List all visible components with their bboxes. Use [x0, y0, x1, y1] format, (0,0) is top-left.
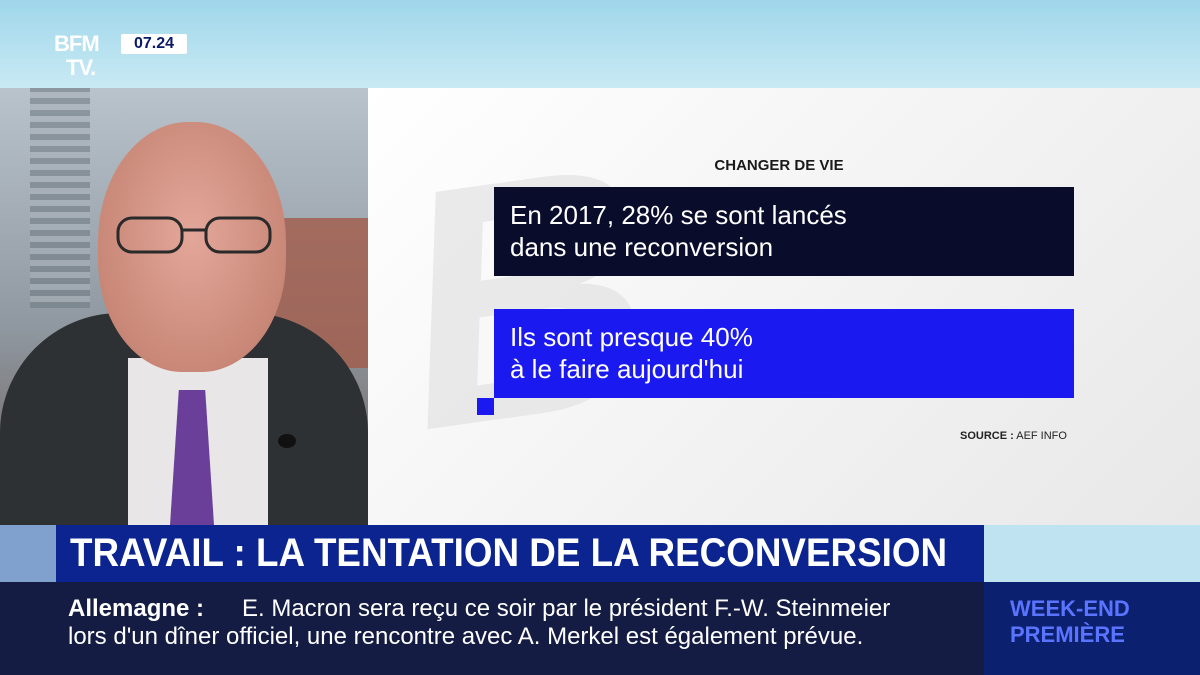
show-badge	[984, 582, 1200, 675]
stat-today-line1: Ils sont presque 40%	[510, 322, 753, 352]
logo-line2: TV.	[66, 55, 96, 80]
stat-today-line2: à le faire aujourd'hui	[510, 354, 744, 384]
news-ticker	[0, 582, 984, 675]
stat-box-2017: En 2017, 28% se sont lancés dans une rec…	[494, 187, 1074, 276]
on-air-time: 07.24	[121, 34, 187, 54]
graphic-kicker: CHANGER DE VIE	[714, 157, 844, 174]
sky-background	[0, 0, 1200, 88]
background-building	[30, 88, 90, 308]
source-label: SOURCE :	[960, 430, 1014, 442]
headline-band: TRAVAIL : LA TENTATION DE LA RECONVERSIO…	[56, 525, 984, 582]
presenter-video	[0, 88, 368, 525]
source-name: AEF INFO	[1016, 430, 1067, 442]
glasses-icon	[116, 216, 272, 254]
stat-box-today: Ils sont presque 40% à le faire aujourd'…	[494, 309, 1074, 398]
watermark-graphic: B	[402, 89, 640, 507]
presenter-head	[98, 122, 286, 372]
headline-cap	[0, 525, 56, 582]
stat-2017-line1: En 2017, 28% se sont lancés	[510, 200, 847, 230]
lapel-microphone-icon	[278, 434, 296, 448]
ticker-line1: E. Macron sera reçu ce soir par le prési…	[242, 595, 891, 622]
show-name-line2: PREMIÈRE	[1010, 622, 1125, 647]
logo-line1: BFM	[54, 31, 100, 56]
ticker-line2: lors d'un dîner officiel, une rencontre …	[68, 623, 864, 650]
stat-2017-line2: dans une reconversion	[510, 232, 774, 262]
accent-square	[477, 398, 494, 415]
channel-logo: BFM TV.	[54, 32, 116, 86]
headline-text: TRAVAIL : LA TENTATION DE LA RECONVERSIO…	[70, 531, 948, 575]
show-name-line1: WEEK-END	[1010, 596, 1130, 621]
ticker-topic: Allemagne :	[68, 595, 205, 622]
info-graphic-panel: B	[368, 88, 1200, 525]
source-credit: SOURCE : AEF INFO	[960, 428, 1070, 444]
